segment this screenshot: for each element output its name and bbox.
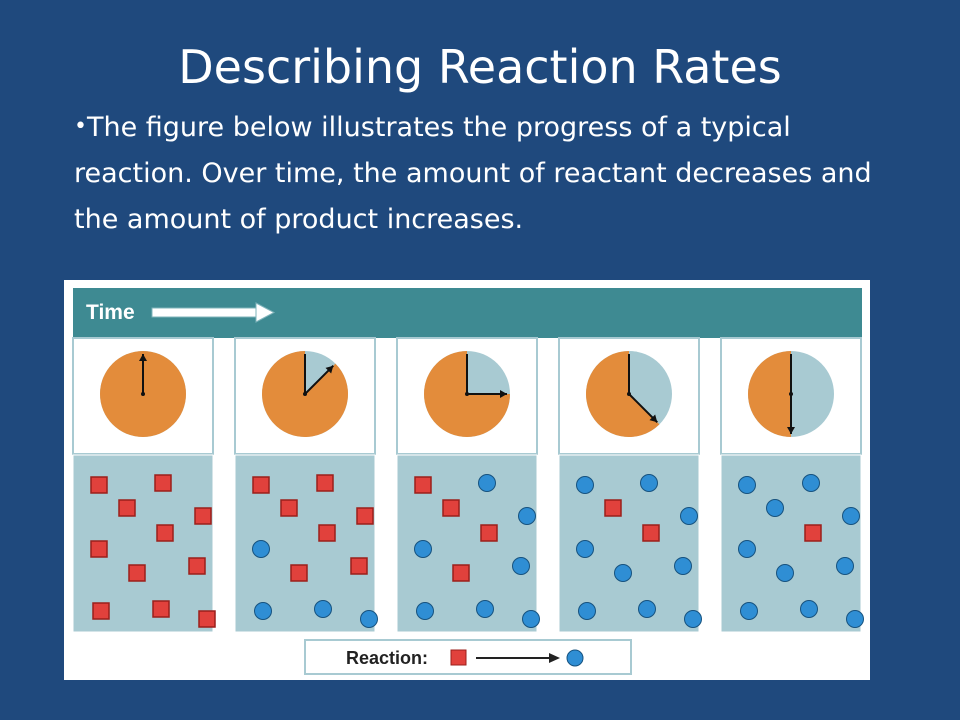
bullet-marker: • <box>74 114 87 139</box>
legend: Reaction: <box>304 639 632 675</box>
product-molecule <box>640 474 658 492</box>
product-molecule <box>512 557 530 575</box>
product-molecule <box>836 557 854 575</box>
time-panel <box>234 337 378 633</box>
product-molecule <box>684 610 702 628</box>
legend-label: Reaction: <box>346 648 428 668</box>
reactant-molecule <box>118 499 136 517</box>
reactant-molecule <box>90 476 108 494</box>
product-molecule <box>414 540 432 558</box>
clock-hand-arrowhead <box>787 427 795 434</box>
reaction-progress-svg: Time Reaction: <box>72 288 864 675</box>
time-panel <box>558 337 702 633</box>
clock-center-dot <box>627 392 631 396</box>
reactant-molecule <box>642 524 660 542</box>
product-molecule <box>740 602 758 620</box>
clock-hand-arrowhead <box>139 354 147 361</box>
time-panel <box>720 337 864 633</box>
product-molecule <box>614 564 632 582</box>
bullet-text-block: •The figure below illustrates the progre… <box>74 104 894 243</box>
reactant-molecule <box>356 507 374 525</box>
time-panel <box>396 337 540 633</box>
product-molecule <box>314 600 332 618</box>
product-molecule <box>842 507 860 525</box>
legend-product-circle-icon <box>566 649 584 667</box>
product-molecule <box>638 600 656 618</box>
time-label: Time <box>86 301 135 324</box>
reactant-molecule <box>152 600 170 618</box>
reactant-molecule <box>156 524 174 542</box>
product-molecule <box>766 499 784 517</box>
reactant-molecule <box>318 524 336 542</box>
product-molecule <box>674 557 692 575</box>
product-molecule <box>576 540 594 558</box>
reaction-progress-figure: Time Reaction: <box>64 280 870 680</box>
time-panel <box>72 337 216 633</box>
reactant-molecule <box>414 476 432 494</box>
panels-group <box>72 337 864 633</box>
reactant-molecule <box>92 602 110 620</box>
product-molecule <box>576 476 594 494</box>
reactant-molecule <box>604 499 622 517</box>
clock-center-dot <box>465 392 469 396</box>
reactant-molecule <box>198 610 216 628</box>
product-molecule <box>802 474 820 492</box>
bullet-text: The figure below illustrates the progres… <box>74 112 872 235</box>
legend-arrow-icon <box>476 653 560 663</box>
reactant-molecule <box>442 499 460 517</box>
reactant-molecule <box>252 476 270 494</box>
slide-title: Describing Reaction Rates <box>178 40 782 94</box>
reactant-molecule <box>188 557 206 575</box>
product-molecule <box>578 602 596 620</box>
clock-center-dot <box>141 392 145 396</box>
clock-hand-arrowhead <box>500 390 507 398</box>
time-arrow-icon <box>151 302 276 323</box>
clock-hand-arrowhead <box>649 414 658 423</box>
reactant-molecule <box>480 524 498 542</box>
product-molecule <box>478 474 496 492</box>
clock-hand-arrowhead <box>325 365 334 374</box>
reactant-molecule <box>452 564 470 582</box>
legend-reactant-square-icon <box>450 649 467 666</box>
reactant-molecule <box>90 540 108 558</box>
product-molecule <box>776 564 794 582</box>
clock-orange-sector <box>585 351 660 437</box>
reactant-molecule <box>290 564 308 582</box>
reactant-molecule <box>804 524 822 542</box>
reactant-molecule <box>316 474 334 492</box>
clock-orange-sector <box>748 351 791 437</box>
product-molecule <box>522 610 540 628</box>
reactant-molecule <box>280 499 298 517</box>
product-molecule <box>476 600 494 618</box>
product-molecule <box>800 600 818 618</box>
reactant-molecule <box>154 474 172 492</box>
product-molecule <box>680 507 698 525</box>
reactant-molecule <box>128 564 146 582</box>
product-molecule <box>416 602 434 620</box>
product-molecule <box>846 610 864 628</box>
product-molecule <box>252 540 270 558</box>
clock-center-dot <box>303 392 307 396</box>
clock-center-dot <box>789 392 793 396</box>
reactant-molecule <box>194 507 212 525</box>
reactant-molecule <box>350 557 368 575</box>
product-molecule <box>738 476 756 494</box>
product-molecule <box>360 610 378 628</box>
product-molecule <box>518 507 536 525</box>
product-molecule <box>254 602 272 620</box>
product-molecule <box>738 540 756 558</box>
